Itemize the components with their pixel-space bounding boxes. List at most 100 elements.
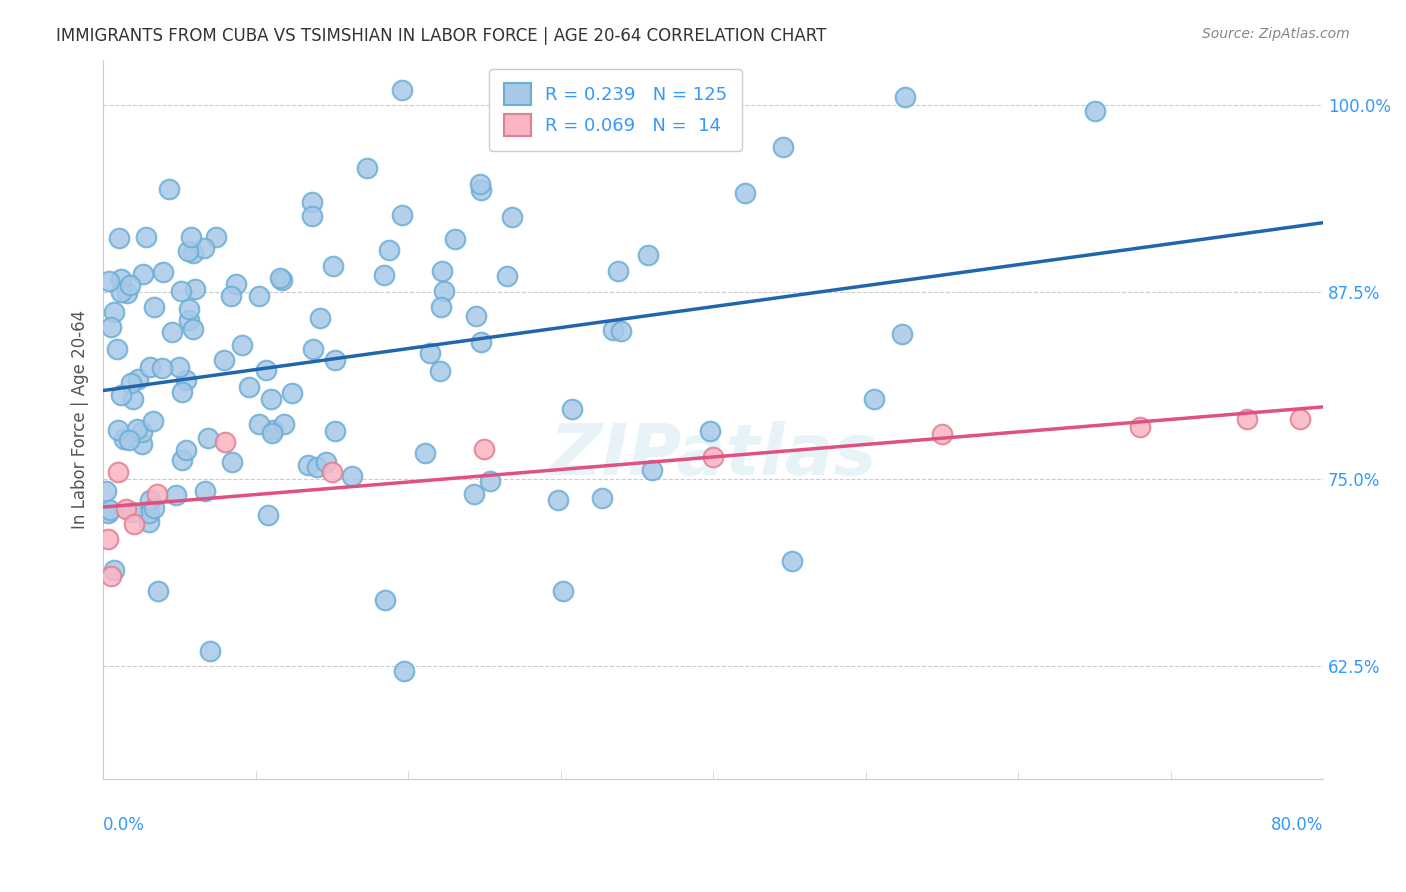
Immigrants from Cuba (225, 277, 247, 291)
Tsimshian (474, 442, 496, 456)
Immigrants from Cuba (142, 414, 165, 428)
Immigrants from Cuba (107, 231, 129, 245)
Immigrants from Cuba (165, 487, 187, 501)
Immigrants from Cuba (356, 161, 378, 176)
Immigrants from Cuba (429, 301, 451, 315)
Immigrants from Cuba (193, 241, 215, 255)
Immigrants from Cuba (637, 247, 659, 261)
Immigrants from Cuba (212, 353, 235, 368)
Immigrants from Cuba (378, 244, 401, 258)
Immigrants from Cuba (301, 194, 323, 209)
Immigrants from Cuba (297, 458, 319, 473)
Tsimshian (97, 532, 120, 546)
Immigrants from Cuba (120, 376, 142, 390)
Immigrants from Cuba (204, 230, 226, 244)
Immigrants from Cuba (150, 361, 173, 376)
Immigrants from Cuba (269, 270, 291, 285)
Immigrants from Cuba (138, 515, 160, 529)
Immigrants from Cuba (138, 506, 160, 520)
Tsimshian (1289, 412, 1312, 426)
Tsimshian (214, 434, 236, 449)
Immigrants from Cuba (322, 260, 344, 274)
Immigrants from Cuba (200, 644, 222, 658)
Immigrants from Cuba (430, 264, 453, 278)
Immigrants from Cuba (315, 455, 337, 469)
Immigrants from Cuba (107, 423, 129, 437)
Immigrants from Cuba (177, 312, 200, 326)
Immigrants from Cuba (103, 305, 125, 319)
Immigrants from Cuba (699, 424, 721, 438)
Immigrants from Cuba (221, 455, 243, 469)
Immigrants from Cuba (122, 392, 145, 406)
Immigrants from Cuba (415, 446, 437, 460)
Immigrants from Cuba (157, 182, 180, 196)
Immigrants from Cuba (131, 425, 153, 439)
Immigrants from Cuba (602, 323, 624, 337)
Immigrants from Cuba (301, 209, 323, 223)
Immigrants from Cuba (495, 268, 517, 283)
Tsimshian (321, 465, 343, 479)
Immigrants from Cuba (863, 392, 886, 406)
Immigrants from Cuba (115, 285, 138, 300)
Y-axis label: In Labor Force | Age 20-64: In Labor Force | Age 20-64 (72, 310, 89, 529)
Immigrants from Cuba (433, 285, 456, 299)
Immigrants from Cuba (307, 460, 329, 475)
Tsimshian (1129, 419, 1152, 434)
Immigrants from Cuba (780, 554, 803, 568)
Immigrants from Cuba (675, 82, 697, 96)
Immigrants from Cuba (429, 364, 451, 378)
Immigrants from Cuba (373, 268, 395, 282)
Tsimshian (107, 465, 129, 479)
Immigrants from Cuba (561, 401, 583, 416)
Immigrants from Cuba (118, 433, 141, 447)
Immigrants from Cuba (135, 229, 157, 244)
Text: IMMIGRANTS FROM CUBA VS TSIMSHIAN IN LABOR FORCE | AGE 20-64 CORRELATION CHART: IMMIGRANTS FROM CUBA VS TSIMSHIAN IN LAB… (56, 27, 827, 45)
Immigrants from Cuba (100, 503, 122, 517)
Immigrants from Cuba (127, 422, 149, 436)
Immigrants from Cuba (112, 432, 135, 446)
Immigrants from Cuba (174, 442, 197, 457)
Immigrants from Cuba (110, 388, 132, 402)
Immigrants from Cuba (98, 274, 121, 288)
Tsimshian (702, 450, 724, 464)
Immigrants from Cuba (97, 506, 120, 520)
Immigrants from Cuba (170, 285, 193, 299)
Immigrants from Cuba (271, 273, 294, 287)
Immigrants from Cuba (391, 208, 413, 222)
Immigrants from Cuba (103, 563, 125, 577)
Text: ZIPatlas: ZIPatlas (550, 420, 877, 490)
Immigrants from Cuba (641, 462, 664, 476)
Immigrants from Cuba (160, 325, 183, 339)
Tsimshian (931, 427, 953, 442)
Immigrants from Cuba (194, 483, 217, 498)
Immigrants from Cuba (143, 301, 166, 315)
Immigrants from Cuba (478, 475, 501, 489)
Tsimshian (100, 569, 122, 583)
Immigrants from Cuba (374, 592, 396, 607)
Immigrants from Cuba (238, 380, 260, 394)
Immigrants from Cuba (231, 338, 253, 352)
Text: 80.0%: 80.0% (1271, 816, 1323, 834)
Immigrants from Cuba (247, 289, 270, 303)
Immigrants from Cuba (1084, 104, 1107, 119)
Immigrants from Cuba (302, 343, 325, 357)
Immigrants from Cuba (553, 584, 575, 599)
Immigrants from Cuba (177, 244, 200, 259)
Immigrants from Cuba (262, 423, 284, 437)
Immigrants from Cuba (464, 310, 486, 324)
Immigrants from Cuba (110, 285, 132, 299)
Immigrants from Cuba (179, 301, 201, 316)
Immigrants from Cuba (607, 264, 630, 278)
Immigrants from Cuba (219, 288, 242, 302)
Immigrants from Cuba (468, 177, 491, 191)
Immigrants from Cuba (146, 583, 169, 598)
Immigrants from Cuba (127, 371, 149, 385)
Immigrants from Cuba (323, 353, 346, 368)
Immigrants from Cuba (142, 500, 165, 515)
Tsimshian (122, 516, 145, 531)
Immigrants from Cuba (167, 359, 190, 374)
Immigrants from Cuba (470, 335, 492, 350)
Immigrants from Cuba (174, 373, 197, 387)
Immigrants from Cuba (170, 385, 193, 400)
Immigrants from Cuba (180, 229, 202, 244)
